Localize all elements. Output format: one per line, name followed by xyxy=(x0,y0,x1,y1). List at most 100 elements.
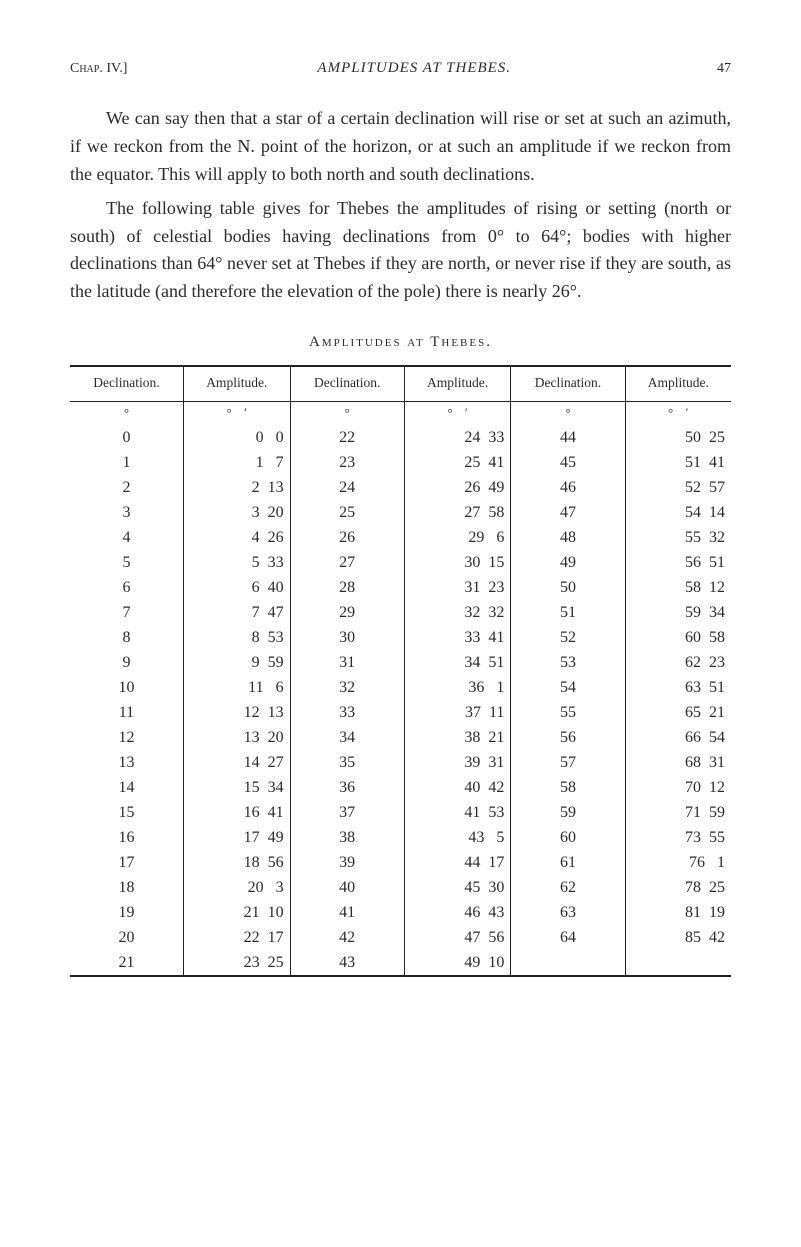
amplitude-cell: 21 10 xyxy=(183,900,290,925)
table-row: 2123 254349 10 xyxy=(70,950,731,975)
amplitude-cell: 68 31 xyxy=(625,750,731,775)
declination-cell: 50 xyxy=(511,575,625,600)
page-number: 47 xyxy=(701,61,731,77)
table-row: 1718 563944 176176 1 xyxy=(70,850,731,875)
table-row: 1314 273539 315768 31 xyxy=(70,750,731,775)
amplitudes-table: Declination. Amplitude. Declination. Amp… xyxy=(70,365,731,977)
declination-cell: 60 xyxy=(511,825,625,850)
declination-cell: 52 xyxy=(511,625,625,650)
table-row: 11 72325 414551 41 xyxy=(70,450,731,475)
declination-cell: 35 xyxy=(290,750,404,775)
declination-cell: 54 xyxy=(511,675,625,700)
declination-cell: 41 xyxy=(290,900,404,925)
amplitude-cell: 65 21 xyxy=(625,700,731,725)
declination-cell: 18 xyxy=(70,875,183,900)
amplitude-cell: 39 31 xyxy=(404,750,511,775)
declination-cell: 55 xyxy=(511,700,625,725)
declination-cell: 58 xyxy=(511,775,625,800)
table-row: 1921 104146 436381 19 xyxy=(70,900,731,925)
declination-cell: 34 xyxy=(290,725,404,750)
table-caption: Amplitudes at Thebes. xyxy=(70,334,731,351)
page: Chap. IV.] AMPLITUDES AT THEBES. 47 We c… xyxy=(0,0,801,1247)
amplitude-cell: 76 1 xyxy=(625,850,731,875)
amplitude-cell: 27 58 xyxy=(404,500,511,525)
col-declination-3: Declination. xyxy=(511,366,625,402)
unit-cell: ° xyxy=(511,402,625,426)
table-row: 44 262629 64855 32 xyxy=(70,525,731,550)
declination-cell: 3 xyxy=(70,500,183,525)
table-row: 00 02224 334450 25 xyxy=(70,425,731,450)
declination-cell: 31 xyxy=(290,650,404,675)
table-row: 1415 343640 425870 12 xyxy=(70,775,731,800)
table-row: 55 332730 154956 51 xyxy=(70,550,731,575)
amplitude-cell: 22 17 xyxy=(183,925,290,950)
declination-cell: 61 xyxy=(511,850,625,875)
chapter-label: Chap. IV.] xyxy=(70,61,127,77)
declination-cell: 46 xyxy=(511,475,625,500)
amplitude-cell: 50 25 xyxy=(625,425,731,450)
declination-cell: 38 xyxy=(290,825,404,850)
declination-cell: 45 xyxy=(511,450,625,475)
amplitude-cell: 59 34 xyxy=(625,600,731,625)
declination-cell: 27 xyxy=(290,550,404,575)
declination-cell: 13 xyxy=(70,750,183,775)
declination-cell: 5 xyxy=(70,550,183,575)
amplitude-cell: 32 32 xyxy=(404,600,511,625)
declination-cell: 12 xyxy=(70,725,183,750)
declination-cell: 29 xyxy=(290,600,404,625)
amplitude-cell: 36 1 xyxy=(404,675,511,700)
table-row: 1011 63236 15463 51 xyxy=(70,675,731,700)
declination-cell: 21 xyxy=(70,950,183,975)
amplitude-cell: 73 55 xyxy=(625,825,731,850)
table-row: 33 202527 584754 14 xyxy=(70,500,731,525)
amplitude-cell: 71 59 xyxy=(625,800,731,825)
amplitude-cell: 62 23 xyxy=(625,650,731,675)
amplitude-cell: 38 21 xyxy=(404,725,511,750)
declination-cell: 49 xyxy=(511,550,625,575)
amplitude-cell: 70 12 xyxy=(625,775,731,800)
amplitude-cell: 78 25 xyxy=(625,875,731,900)
declination-cell: 6 xyxy=(70,575,183,600)
declination-cell: 53 xyxy=(511,650,625,675)
table-row: 22 132426 494652 57 xyxy=(70,475,731,500)
col-declination-2: Declination. xyxy=(290,366,404,402)
table-row: 1820 34045 306278 25 xyxy=(70,875,731,900)
declination-cell: 43 xyxy=(290,950,404,975)
amplitude-cell: 47 56 xyxy=(404,925,511,950)
amplitude-cell: 26 49 xyxy=(404,475,511,500)
table-bottom-rule xyxy=(70,975,731,976)
amplitude-cell: 44 17 xyxy=(404,850,511,875)
amplitude-cell: 3 20 xyxy=(183,500,290,525)
declination-cell: 30 xyxy=(290,625,404,650)
paragraph-2: The following table gives for Thebes the… xyxy=(70,195,731,307)
amplitude-cell: 60 58 xyxy=(625,625,731,650)
paragraph-1: We can say then that a star of a certain… xyxy=(70,105,731,189)
amplitude-cell: 24 33 xyxy=(404,425,511,450)
amplitude-cell: 81 19 xyxy=(625,900,731,925)
amplitude-cell: 30 15 xyxy=(404,550,511,575)
declination-cell: 33 xyxy=(290,700,404,725)
amplitude-cell xyxy=(625,950,731,975)
declination-cell: 7 xyxy=(70,600,183,625)
declination-cell: 0 xyxy=(70,425,183,450)
declination-cell: 20 xyxy=(70,925,183,950)
table-row: 1516 413741 535971 59 xyxy=(70,800,731,825)
amplitude-cell: 9 59 xyxy=(183,650,290,675)
amplitude-cell: 31 23 xyxy=(404,575,511,600)
declination-cell: 57 xyxy=(511,750,625,775)
amplitude-cell: 63 51 xyxy=(625,675,731,700)
declination-cell: 22 xyxy=(290,425,404,450)
table-row: 2022 174247 566485 42 xyxy=(70,925,731,950)
amplitude-cell: 85 42 xyxy=(625,925,731,950)
amplitude-cell: 0 0 xyxy=(183,425,290,450)
declination-cell: 1 xyxy=(70,450,183,475)
amplitude-cell: 23 25 xyxy=(183,950,290,975)
amplitude-cell: 13 20 xyxy=(183,725,290,750)
declination-cell: 40 xyxy=(290,875,404,900)
amplitude-cell: 18 56 xyxy=(183,850,290,875)
amplitude-cell: 49 10 xyxy=(404,950,511,975)
declination-cell: 14 xyxy=(70,775,183,800)
declination-cell: 4 xyxy=(70,525,183,550)
amplitude-cell: 16 41 xyxy=(183,800,290,825)
col-amplitude-3: Amplitude. xyxy=(625,366,731,402)
